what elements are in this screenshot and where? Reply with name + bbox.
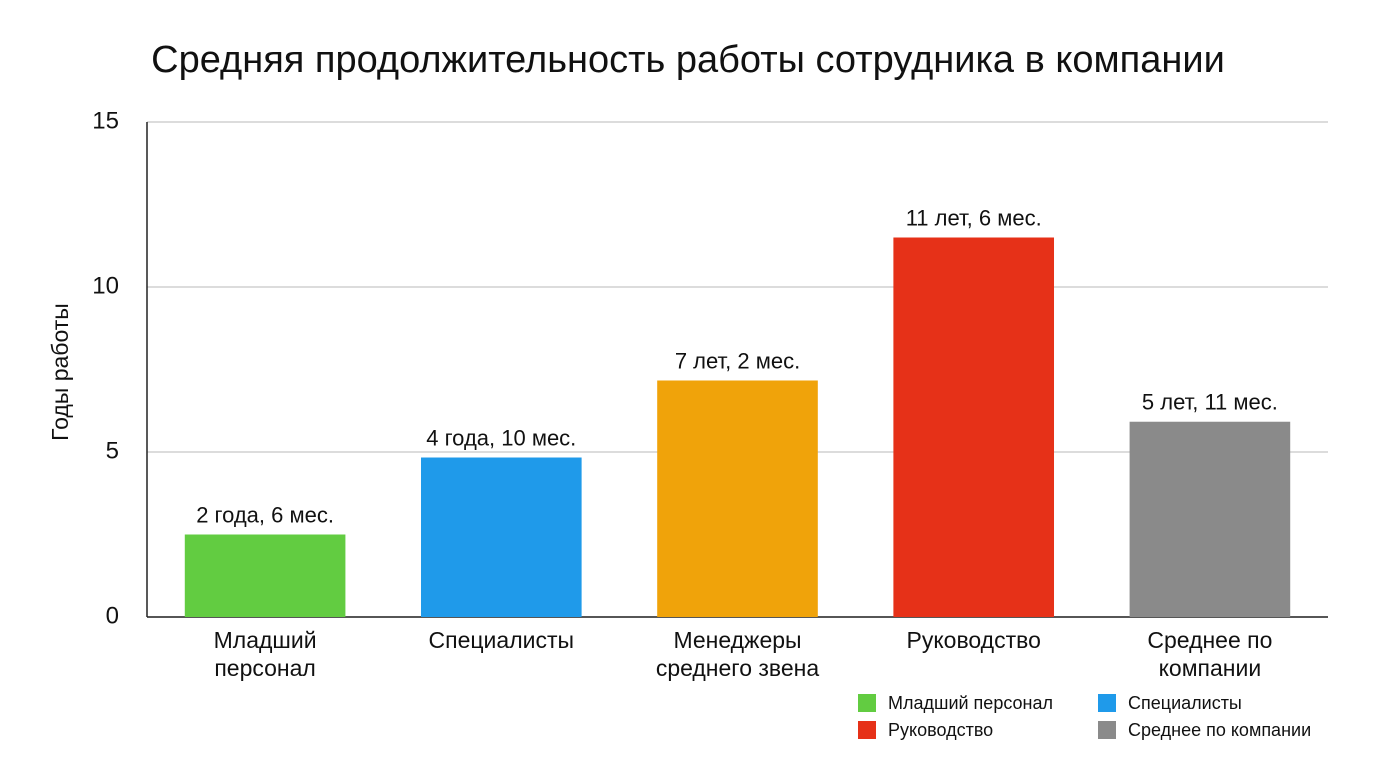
bar — [420, 457, 582, 617]
bar — [184, 534, 346, 617]
data-label: 7 лет, 2 мес. — [675, 348, 800, 373]
legend-label: Среднее по компании — [1128, 720, 1312, 740]
chart-title: Средняя продолжительность работы сотрудн… — [151, 39, 1225, 81]
legend-swatch — [1098, 721, 1116, 739]
data-label: 11 лет, 6 мес. — [906, 205, 1042, 230]
y-tick-label: 15 — [92, 107, 119, 134]
x-tick-label: Специалисты — [428, 627, 575, 653]
x-tick-label: Среднее по компании — [1147, 627, 1273, 681]
legend-swatch — [858, 721, 876, 739]
y-tick-label: 10 — [92, 272, 119, 299]
bar — [893, 237, 1055, 617]
x-tick-label: Младший персонал — [213, 627, 317, 681]
legend-label: Младший персонал — [888, 693, 1053, 713]
x-tick-label: Руководство — [906, 627, 1041, 653]
data-label: 5 лет, 11 мес. — [1142, 390, 1278, 415]
legend-label: Руководство — [888, 720, 994, 740]
data-label: 2 года, 6 мес. — [196, 502, 334, 527]
data-label: 4 года, 10 мес. — [426, 425, 576, 450]
legend-swatch — [1098, 694, 1116, 712]
y-axis-label: Годы работы — [47, 303, 73, 441]
y-tick-label: 0 — [106, 602, 119, 629]
bar — [657, 380, 818, 617]
bar — [1129, 421, 1291, 617]
legend-label: Специалисты — [1128, 693, 1242, 713]
legend-swatch — [858, 694, 876, 712]
x-tick-label: Менеджеры среднего звена — [655, 627, 820, 681]
y-tick-label: 5 — [106, 437, 119, 464]
